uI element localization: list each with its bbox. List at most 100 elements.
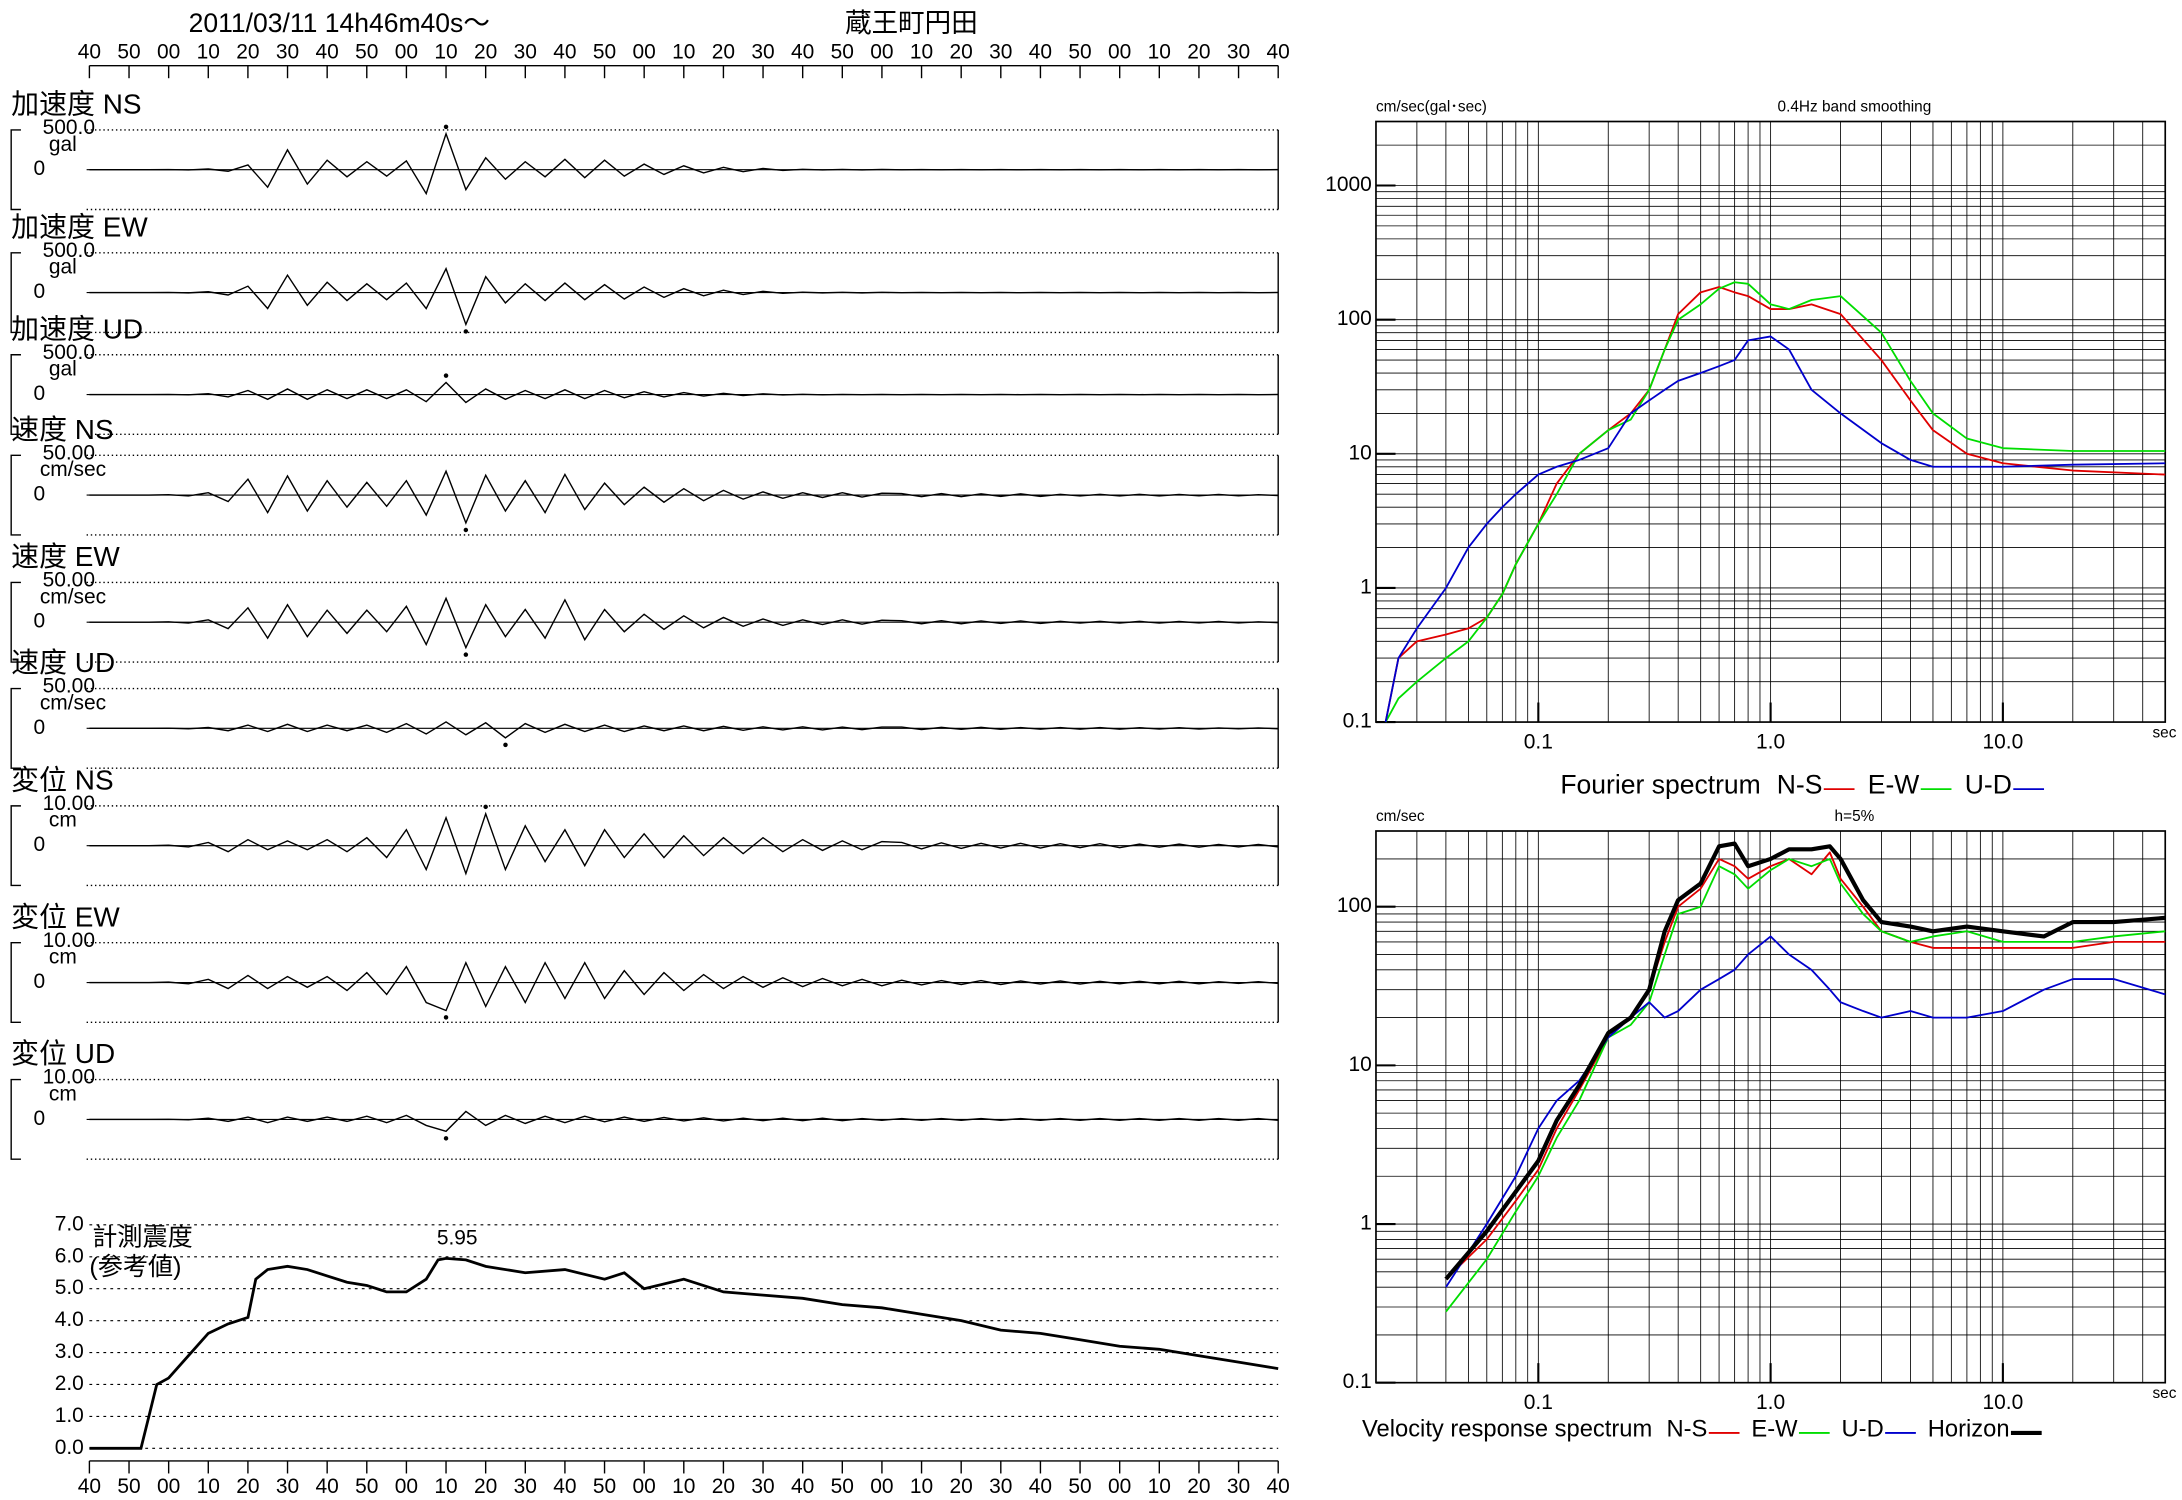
- y-axis-label: cm/sec: [1376, 808, 1425, 825]
- y-tick-label: 0: [34, 610, 46, 633]
- trace-label: 変位 NS: [11, 764, 113, 795]
- y-tick-label: 50.00: [43, 569, 95, 592]
- x-tick-label: 40: [78, 41, 101, 64]
- spectrum-line: [1384, 335, 2166, 723]
- y-tick-label: 10.00: [43, 1066, 95, 1089]
- y-tick-label: 100: [1337, 307, 1372, 330]
- y-tick-label: 100: [1337, 894, 1372, 917]
- y-tick-label: 6.0: [55, 1244, 84, 1267]
- spectrum-line: [1445, 851, 2166, 1280]
- y-tick-label: 5.0: [55, 1276, 84, 1299]
- unit-label: gal: [49, 358, 77, 381]
- x-tick-label: 10: [672, 1475, 695, 1498]
- legend-title: Velocity response spectrum: [1362, 1416, 1652, 1442]
- y-tick-label: 10.00: [43, 929, 95, 952]
- x-tick-label: 00: [1108, 1475, 1131, 1498]
- x-tick-label: 10: [434, 1475, 457, 1498]
- panel-bracket: [10, 942, 21, 1024]
- waveform: [89, 381, 1279, 404]
- waveform: [89, 960, 1279, 1012]
- x-tick-label: 40: [553, 1475, 576, 1498]
- x-tick-label: 20: [712, 1475, 735, 1498]
- peak-dot: [483, 804, 488, 810]
- x-tick-label: 50: [117, 41, 140, 64]
- x-axis-label: sec: [2153, 724, 2177, 741]
- y-tick-label: 10.00: [43, 792, 95, 815]
- x-tick-label: 50: [117, 1475, 140, 1498]
- x-tick-label: 40: [1029, 41, 1052, 64]
- x-tick-label: 50: [1068, 1475, 1091, 1498]
- y-tick-label: 0: [34, 1107, 46, 1130]
- peak-dot: [463, 652, 469, 657]
- unit-label: cm: [49, 809, 77, 832]
- x-tick-label: 20: [950, 1475, 973, 1498]
- y-tick-label: 3.0: [55, 1340, 84, 1363]
- y-tick-label: 50.00: [43, 441, 95, 464]
- x-tick-label: 30: [1227, 41, 1250, 64]
- x-tick-label: 30: [514, 41, 537, 64]
- x-tick-label: 40: [1267, 1475, 1290, 1498]
- spectrum-line: [1445, 858, 2166, 1313]
- station-name: 蔵王町円田: [845, 8, 978, 38]
- y-tick-label: 4.0: [55, 1308, 84, 1331]
- panel-bracket: [10, 805, 21, 887]
- legend-label: U-D: [1842, 1416, 1884, 1442]
- y-tick-label: 0: [34, 483, 46, 506]
- unit-label: cm/sec: [40, 585, 106, 608]
- x-tick-label: 10: [910, 41, 933, 64]
- trace-label: 加速度 NS: [11, 89, 141, 120]
- trace-label: 速度 UD: [11, 647, 115, 678]
- spectrum-line: [1384, 281, 2166, 723]
- panel-bracket: [10, 252, 21, 334]
- panel-bracket: [10, 129, 21, 211]
- x-axis-label: sec: [2153, 1385, 2177, 1402]
- y-tick-label: 0.0: [55, 1436, 84, 1459]
- y-tick-label: 2.0: [55, 1372, 84, 1395]
- x-tick-label: 50: [593, 41, 616, 64]
- x-tick-label: 30: [1227, 1475, 1250, 1498]
- y-axis-label: cm/sec(gal･sec): [1376, 99, 1487, 116]
- waveform: [89, 596, 1279, 650]
- waveform: [89, 721, 1279, 739]
- x-tick-label: 30: [514, 1475, 537, 1498]
- x-tick-label: 20: [950, 41, 973, 64]
- x-tick-label: 40: [78, 1475, 101, 1498]
- x-tick-label: 00: [870, 41, 893, 64]
- x-tick-label: 20: [1187, 1475, 1210, 1498]
- x-tick-label: 30: [276, 1475, 299, 1498]
- x-tick-label: 40: [316, 1475, 339, 1498]
- legend-label: N-S: [1777, 769, 1823, 799]
- subtitle: 0.4Hz band smoothing: [1778, 99, 1932, 116]
- legend-label: E-W: [1751, 1416, 1798, 1442]
- x-tick-label: 50: [593, 1475, 616, 1498]
- x-tick-label: 0.1: [1524, 1391, 1553, 1414]
- x-tick-label: 20: [712, 41, 735, 64]
- peak-dot: [443, 124, 449, 130]
- y-tick-label: 1000: [1325, 173, 1372, 196]
- peak-dot: [463, 527, 469, 533]
- subtitle: h=5%: [1835, 808, 1875, 825]
- x-tick-label: 40: [791, 41, 814, 64]
- y-tick-label: 0: [34, 833, 46, 856]
- legend-label: E-W: [1868, 769, 1920, 799]
- waveform: [89, 469, 1279, 525]
- trace-label: 速度 EW: [11, 541, 120, 572]
- peak-dot: [443, 373, 449, 378]
- x-tick-label: 10: [434, 41, 457, 64]
- x-tick-label: 00: [395, 1475, 418, 1498]
- x-tick-label: 00: [1108, 41, 1131, 64]
- plot-frame: [1375, 830, 2167, 1384]
- x-tick-label: 20: [474, 41, 497, 64]
- x-tick-label: 10.0: [1982, 731, 2023, 754]
- y-tick-label: 500.0: [43, 116, 95, 139]
- trace-label: 加速度 EW: [11, 211, 148, 242]
- x-tick-label: 10: [672, 41, 695, 64]
- y-tick-label: 10: [1348, 441, 1371, 464]
- x-tick-label: 50: [355, 41, 378, 64]
- x-tick-label: 50: [355, 1475, 378, 1498]
- x-tick-label: 00: [870, 1475, 893, 1498]
- legend-title: Fourier spectrum: [1560, 769, 1760, 799]
- x-tick-label: 30: [751, 1475, 774, 1498]
- x-tick-label: 10: [1148, 1475, 1171, 1498]
- panel-bracket: [10, 581, 21, 663]
